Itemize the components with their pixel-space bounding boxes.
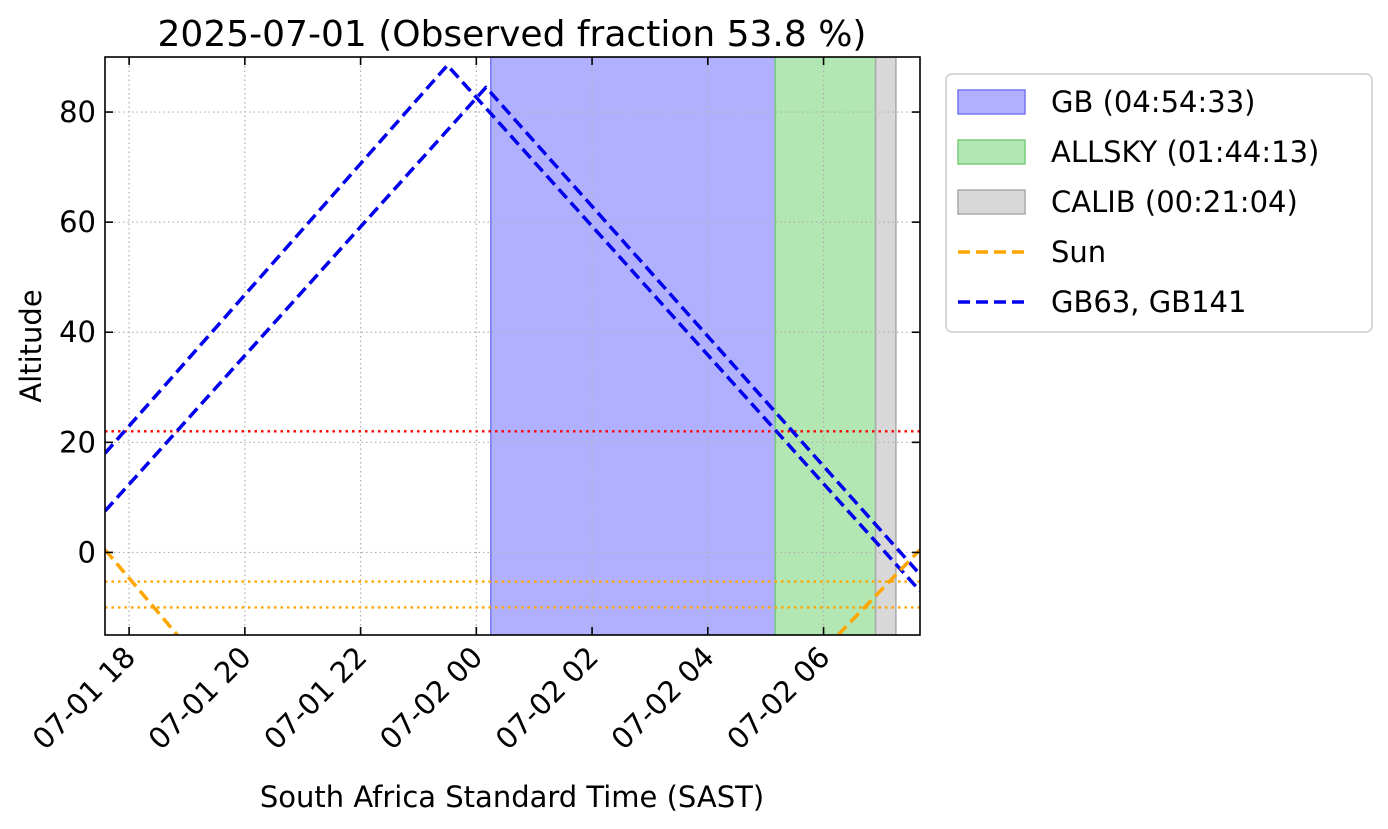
series-line-1 <box>105 85 920 576</box>
x-tick-label-0: 07-01 18 <box>26 640 142 756</box>
legend-frame <box>945 73 1373 333</box>
y-axis-label: Altitude <box>14 289 48 402</box>
x-tick-label-1: 07-01 20 <box>142 640 258 756</box>
x-tick-label-2: 07-01 22 <box>257 640 373 756</box>
legend-label-1: ALLSKY (01:44:13) <box>1051 135 1319 169</box>
series-line-2 <box>105 548 179 635</box>
series-line-0 <box>105 63 920 593</box>
chart-title: 2025-07-01 (Observed fraction 53.8 %) <box>158 14 867 55</box>
y-tick-label-2: 40 <box>59 315 96 349</box>
band-1 <box>774 57 877 635</box>
legend-swatch-2 <box>957 189 1026 215</box>
x-axis-label: South Africa Standard Time (SAST) <box>260 780 764 814</box>
x-tick-label-6: 07-02 06 <box>720 640 836 756</box>
observation-bands <box>490 57 897 635</box>
x-tick-label-5: 07-02 04 <box>605 640 721 756</box>
y-axis-ticks: 0 20 40 60 80 <box>59 95 920 569</box>
legend-label-0: GB (04:54:33) <box>1051 85 1255 119</box>
plot-frame <box>104 56 921 636</box>
legend-label-4: GB63, GB141 <box>1051 285 1246 319</box>
legend-swatch-1 <box>957 139 1026 165</box>
series-line-3 <box>836 548 920 635</box>
band-2 <box>874 57 897 635</box>
legend: GB (04:54:33) ALLSKY (01:44:13) CALIB (00:… <box>945 73 1373 333</box>
legend-swatch-0 <box>957 89 1026 115</box>
altitude-series <box>105 63 920 635</box>
legend-label-2: CALIB (00:21:04) <box>1051 185 1298 219</box>
x-tick-label-3: 07-02 00 <box>373 640 489 756</box>
y-tick-label-4: 80 <box>59 95 96 129</box>
x-tick-label-4: 07-02 02 <box>489 640 605 756</box>
gridlines <box>105 57 920 635</box>
y-tick-label-3: 60 <box>59 205 96 239</box>
y-tick-label-1: 20 <box>59 425 96 459</box>
y-tick-label-0: 0 <box>78 535 96 569</box>
band-0 <box>490 57 777 635</box>
legend-label-3: Sun <box>1051 235 1106 269</box>
